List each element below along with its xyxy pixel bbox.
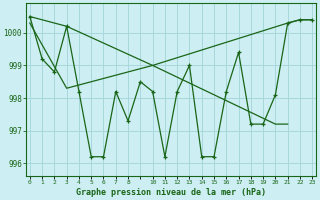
X-axis label: Graphe pression niveau de la mer (hPa): Graphe pression niveau de la mer (hPa) xyxy=(76,188,266,197)
